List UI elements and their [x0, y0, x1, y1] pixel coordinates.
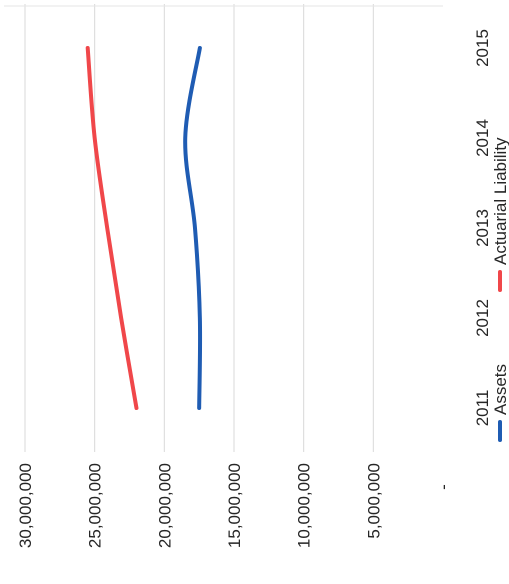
value-tick-label: 10,000,000	[295, 463, 314, 548]
value-tick-label: 30,000,000	[16, 463, 35, 548]
category-axis-ticks: 2011 2012 2013 2014 2015	[473, 29, 492, 426]
category-tick-label: 2015	[473, 29, 492, 67]
value-tick-label: 5,000,000	[364, 463, 383, 539]
actuarial-liability-line	[85, 46, 139, 410]
category-tick-label: 2011	[473, 390, 492, 427]
category-tick-label: 2014	[473, 119, 492, 157]
value-axis-ticks: 30,000,000 25,000,000 20,000,000 15,000,000…	[16, 463, 453, 548]
assets-line	[183, 46, 203, 410]
series-lines	[85, 46, 203, 410]
category-tick-label: 2012	[473, 299, 492, 337]
value-tick-label: 20,000,000	[155, 463, 174, 548]
gridlines	[4, 4, 443, 452]
value-tick-label: -	[434, 484, 453, 490]
legend-label: Assets	[491, 364, 509, 415]
legend-label: Actuarial Liability	[491, 137, 509, 265]
value-tick-label: 25,000,000	[86, 463, 105, 548]
value-tick-label: 15,000,000	[225, 463, 244, 548]
category-tick-label: 2013	[473, 209, 492, 247]
legend: Assets Actuarial Liability	[491, 137, 509, 442]
